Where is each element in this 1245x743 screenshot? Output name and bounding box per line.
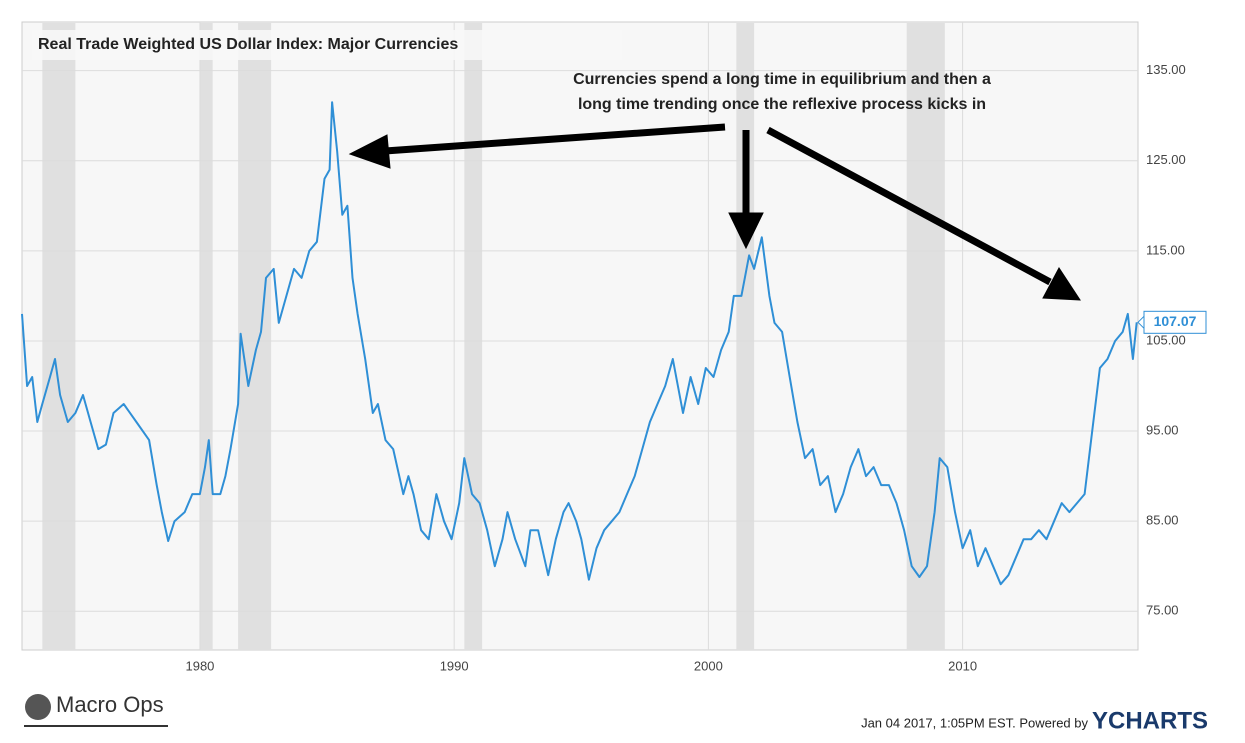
arrow bbox=[384, 123, 726, 155]
shaded-period bbox=[42, 23, 76, 650]
arrowhead bbox=[728, 212, 764, 250]
y-tick-label: 95.00 bbox=[1146, 422, 1179, 437]
x-tick-label: 2000 bbox=[694, 658, 723, 673]
current-value-pointer bbox=[1137, 315, 1145, 330]
title-bg bbox=[32, 30, 622, 60]
arrow bbox=[766, 126, 1052, 286]
shaded-period bbox=[736, 23, 755, 650]
y-tick-label: 125.00 bbox=[1146, 152, 1186, 167]
plot-area bbox=[21, 21, 1139, 651]
arrowhead bbox=[348, 134, 391, 169]
line bbox=[21, 101, 1138, 586]
footer: Jan 04 2017, 1:05PM EST. Powered by bbox=[861, 715, 1088, 730]
logo: Macro Ops bbox=[24, 692, 168, 727]
x-tick-label: 1990 bbox=[440, 658, 469, 673]
shaded-period bbox=[238, 23, 272, 650]
arrowhead bbox=[1042, 267, 1081, 301]
current-value-box bbox=[1143, 310, 1207, 334]
chart-title: Real Trade Weighted US Dollar Index: Maj… bbox=[38, 36, 458, 53]
annotation: long time trending once the reflexive pr… bbox=[578, 96, 986, 113]
y-tick-label: 135.00 bbox=[1146, 62, 1186, 77]
shaded-period bbox=[199, 23, 213, 650]
y-tick-label: 85.00 bbox=[1146, 513, 1179, 528]
logo-globe bbox=[25, 694, 51, 720]
arrows bbox=[348, 123, 1081, 301]
x-tick-label: 1980 bbox=[185, 658, 214, 673]
y-tick-label: 115.00 bbox=[1146, 242, 1185, 257]
shaded-period bbox=[464, 23, 483, 650]
current-value-label: 107.07 bbox=[1154, 313, 1197, 329]
x-tick-label: 2010 bbox=[948, 658, 977, 673]
annotation: Currencies spend a long time in equilibr… bbox=[573, 71, 991, 88]
logo-text: Macro Ops bbox=[56, 692, 164, 717]
current-value: 107.07 bbox=[1137, 310, 1207, 334]
shaded-period bbox=[906, 23, 945, 650]
y-tick-label: 75.00 bbox=[1146, 603, 1179, 618]
brand: YCHARTS bbox=[1092, 707, 1208, 734]
y-tick-label: 105.00 bbox=[1146, 332, 1186, 347]
